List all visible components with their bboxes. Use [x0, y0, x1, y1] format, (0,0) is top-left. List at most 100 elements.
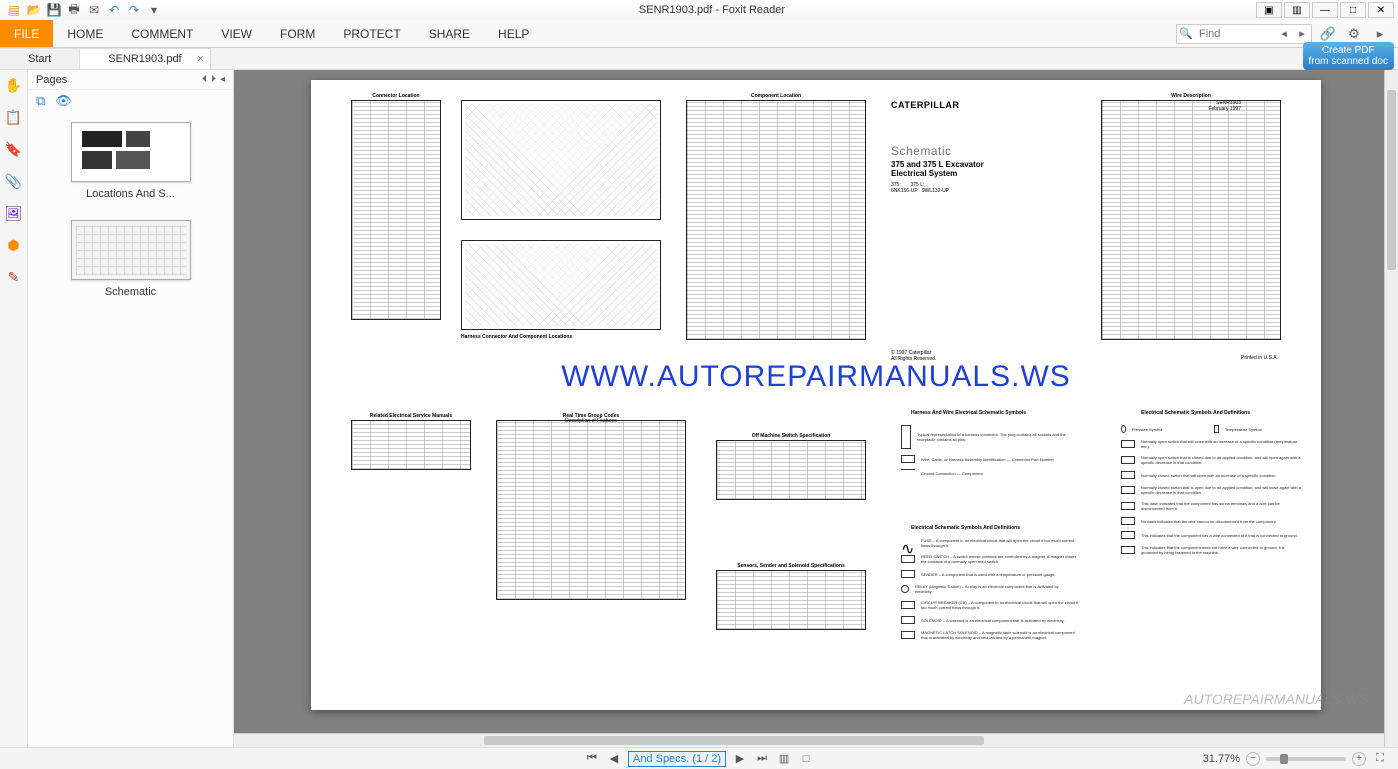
zoom-out-button[interactable]: −: [1246, 752, 1260, 766]
off-switch-table: Off Machine Switch Specification: [716, 440, 866, 500]
last-page-button[interactable]: ⏭: [754, 752, 770, 765]
print-icon[interactable]: 🖶: [66, 2, 82, 18]
table-header: Wire Description: [1102, 93, 1280, 99]
sign-tool[interactable]: ✎: [5, 268, 23, 286]
search-next-icon[interactable]: ▸: [1293, 27, 1311, 40]
pages-panel: Pages ⏴ ⏵ ◂ ⧉ 👁 Locations And S... Schem…: [28, 70, 234, 747]
pages-prev-icon[interactable]: ⏴: [202, 74, 207, 85]
pages-title: Pages: [36, 74, 67, 86]
settings-arrow-icon[interactable]: ▸: [1370, 24, 1390, 44]
bookmark-tool[interactable]: 🔖: [5, 140, 23, 158]
link-icon[interactable]: 🔗: [1318, 24, 1338, 44]
page-indicator[interactable]: And Specs. (1 / 2): [628, 751, 726, 767]
security-tool[interactable]: ⬢: [5, 236, 23, 254]
schematic-title-main: 375 and 375 L Excavator Electrical Syste…: [891, 160, 1071, 178]
doc-tab-start[interactable]: Start: [0, 48, 80, 69]
search-icon[interactable]: 🔍: [1177, 27, 1195, 40]
email-icon[interactable]: ✉: [86, 2, 102, 18]
maximize-button[interactable]: □: [1340, 2, 1366, 18]
document-viewport[interactable]: Connector Location Harness Connector And…: [234, 70, 1398, 747]
page-thumbnail[interactable]: Schematic: [28, 220, 233, 298]
sym-def-title-1: Electrical Schematic Symbols And Definit…: [911, 525, 1020, 531]
layout-button-2[interactable]: □: [798, 753, 814, 765]
side-view-diagram: [461, 240, 661, 330]
save-icon[interactable]: 💾: [46, 2, 62, 18]
hand-tool[interactable]: ✋: [5, 76, 23, 94]
left-toolbar: ✋ 📋 🔖 📎 🖼 ⬢ ✎: [0, 70, 28, 747]
component-location-table: Component Location: [686, 100, 866, 340]
table-subheader: Description of Features: [497, 418, 685, 424]
close-tab-icon[interactable]: ×: [197, 53, 203, 65]
tab-protect[interactable]: PROTECT: [329, 20, 414, 47]
app-icon: ▤: [6, 2, 22, 18]
search-prev-icon[interactable]: ◂: [1275, 27, 1293, 40]
doc-tab-current[interactable]: SENR1903.pdf ×: [80, 48, 210, 69]
window-title: SENR1903.pdf - Foxit Reader: [168, 4, 1256, 16]
find-input[interactable]: [1195, 28, 1275, 40]
close-button[interactable]: ✕: [1368, 2, 1394, 18]
thumbnail-image: [71, 220, 191, 280]
layout-button-1[interactable]: ▥: [776, 752, 792, 765]
brand-label: CATERPILLAR: [891, 100, 1071, 110]
wire-description-table: Wire Description: [1101, 100, 1281, 340]
copyright-block: © 1997 Caterpillar All Rights Reserved.: [891, 350, 936, 362]
horizontal-scrollbar[interactable]: [234, 733, 1384, 747]
table-header: Sensors, Sender and Solenoid Specificati…: [717, 563, 865, 569]
scroll-thumb[interactable]: [1387, 90, 1396, 270]
pages-tool2-icon[interactable]: 👁: [55, 93, 72, 109]
harness-symbols-area: Typical representation of a harness conn…: [901, 425, 1091, 483]
attach-tool[interactable]: 📎: [5, 172, 23, 190]
file-tab[interactable]: FILE: [0, 20, 53, 47]
diagram-caption: Harness Connector And Component Location…: [461, 334, 572, 340]
help-button[interactable]: ▥: [1284, 2, 1310, 18]
pages-collapse-icon[interactable]: ◂: [220, 74, 225, 85]
quick-access-toolbar: ▤ 📂 💾 🖶 ✉ ↶ ↷ ▾: [0, 2, 168, 18]
doc-tab-label: SENR1903.pdf: [108, 53, 181, 65]
zoom-group: 31.77% − + ⛶: [1203, 752, 1398, 766]
tab-form[interactable]: FORM: [266, 20, 329, 47]
related-manuals-table: Related Electrical Service Manuals: [351, 420, 471, 470]
tab-help[interactable]: HELP: [484, 20, 543, 47]
create-pdf-line2: from scanned doc: [1309, 56, 1389, 67]
rights-line: All Rights Reserved.: [891, 356, 936, 362]
pages-thumbnails: Locations And S... Schematic: [28, 112, 233, 747]
table-header: Off Machine Switch Specification: [717, 433, 865, 439]
settings-icon[interactable]: ⚙: [1344, 24, 1364, 44]
qat-more-icon[interactable]: ▾: [146, 2, 162, 18]
sensor-spec-table: Sensors, Sender and Solenoid Specificati…: [716, 570, 866, 630]
ribbon-mode-button[interactable]: ▣: [1256, 2, 1282, 18]
tab-share[interactable]: SHARE: [415, 20, 484, 47]
prev-page-button[interactable]: ◀: [606, 752, 622, 765]
first-page-button[interactable]: ⏮: [584, 752, 600, 765]
create-pdf-button[interactable]: Create PDF from scanned doc: [1303, 42, 1395, 70]
pages-tool1-icon[interactable]: ⧉: [36, 93, 45, 109]
image-tool[interactable]: 🖼: [5, 204, 23, 222]
vertical-scrollbar[interactable]: [1384, 70, 1398, 747]
scroll-thumb[interactable]: [484, 736, 984, 745]
minimize-button[interactable]: —: [1312, 2, 1338, 18]
printed-label: Printed in U.S.A.: [1241, 355, 1278, 361]
zoom-slider[interactable]: [1266, 757, 1346, 761]
symbol-definitions-right: Pressure SymbolTemperature Symbol Normal…: [1121, 425, 1301, 561]
watermark-corner: AUTOREPAIRMANUALS.WS: [1184, 691, 1368, 707]
thumbnail-image: [71, 122, 191, 182]
tab-comment[interactable]: COMMENT: [117, 20, 207, 47]
doc-tab-label: Start: [28, 53, 51, 65]
zoom-in-button[interactable]: +: [1352, 752, 1366, 766]
symbol-definitions-left: ∿FUSE – A component in an electrical cir…: [901, 538, 1101, 646]
next-page-button[interactable]: ▶: [732, 752, 748, 765]
fit-page-button[interactable]: ⛶: [1372, 752, 1388, 765]
pages-toolbar: ⧉ 👁: [28, 90, 233, 112]
page-thumbnail[interactable]: Locations And S...: [28, 122, 233, 200]
pages-next-icon[interactable]: ⏵: [211, 74, 216, 85]
open-icon[interactable]: 📂: [26, 2, 42, 18]
create-pdf-line1: Create PDF: [1309, 45, 1389, 56]
schematic-title-gray: Schematic: [891, 144, 1071, 158]
zoom-slider-knob[interactable]: [1280, 754, 1288, 764]
tab-home[interactable]: HOME: [53, 20, 117, 47]
clipboard-tool[interactable]: 📋: [5, 108, 23, 126]
document-tabs: Start SENR1903.pdf ×: [0, 48, 1398, 70]
undo-icon[interactable]: ↶: [106, 2, 122, 18]
redo-icon[interactable]: ↷: [126, 2, 142, 18]
tab-view[interactable]: VIEW: [207, 20, 266, 47]
